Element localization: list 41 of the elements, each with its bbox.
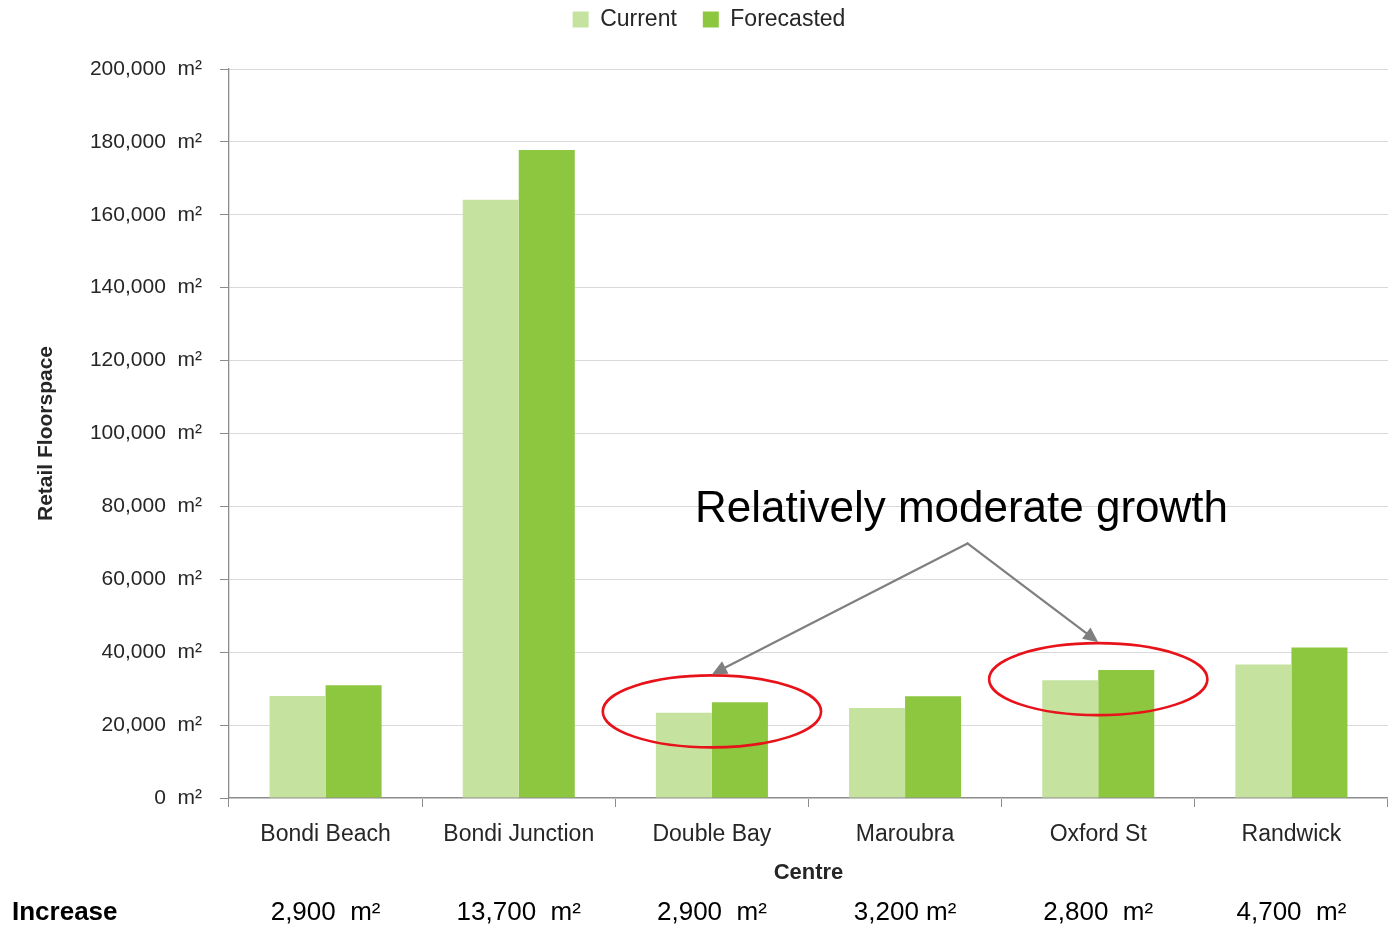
y-tick-label: 140,000 m² [89,274,202,298]
text: 2,800 m² [1043,896,1154,927]
bar [269,695,326,798]
bar [655,712,712,798]
legend-label: Forecasted [730,4,846,31]
y-tick-label: 60,000 m² [101,566,202,590]
y-tick-label: 80,000 m² [101,493,202,517]
bar [711,702,768,798]
x-axis-title: Centre [773,858,844,884]
y-tick-label: 40,000 m² [101,639,202,662]
bar [1098,670,1155,798]
bar [1291,647,1348,798]
x-tick-label: Randwick [1241,820,1342,847]
bar [462,199,519,798]
y-tick-label: 20,000 m² [101,711,202,735]
annotation: Relatively moderate growth [694,482,1229,532]
y-tick-label: 100,000 m² [89,420,202,444]
text: 4,700 m² [1236,896,1347,927]
bar [518,149,575,798]
text: 3,200 m² [853,896,957,927]
text: 13,700 m² [456,896,582,927]
x-tick-label: Maroubra [855,820,955,847]
bar [849,707,906,798]
y-tick-label: 180,000 m² [89,128,202,152]
x-tick-label: Double Bay [652,820,772,847]
bar [905,696,962,798]
bar [325,685,382,798]
y-tick-label: 160,000 m² [89,201,202,225]
text: 2,900 m² [270,896,381,927]
text: Increase [12,896,118,927]
y-tick-label: 0 m² [154,784,202,808]
bar [1235,664,1292,798]
bar [1042,680,1099,798]
x-tick-label: Oxford St [1049,820,1148,847]
text: 2,900 m² [657,896,768,927]
legend-label: Current [600,4,678,31]
x-tick-label: Bondi Beach [260,820,391,847]
y-tick-label: 120,000 m² [89,347,202,371]
y-tick-label: 200,000 m² [89,55,202,79]
x-tick-label: Bondi Junction [443,820,595,847]
y-axis-title: Retail Floorspace [33,345,57,522]
